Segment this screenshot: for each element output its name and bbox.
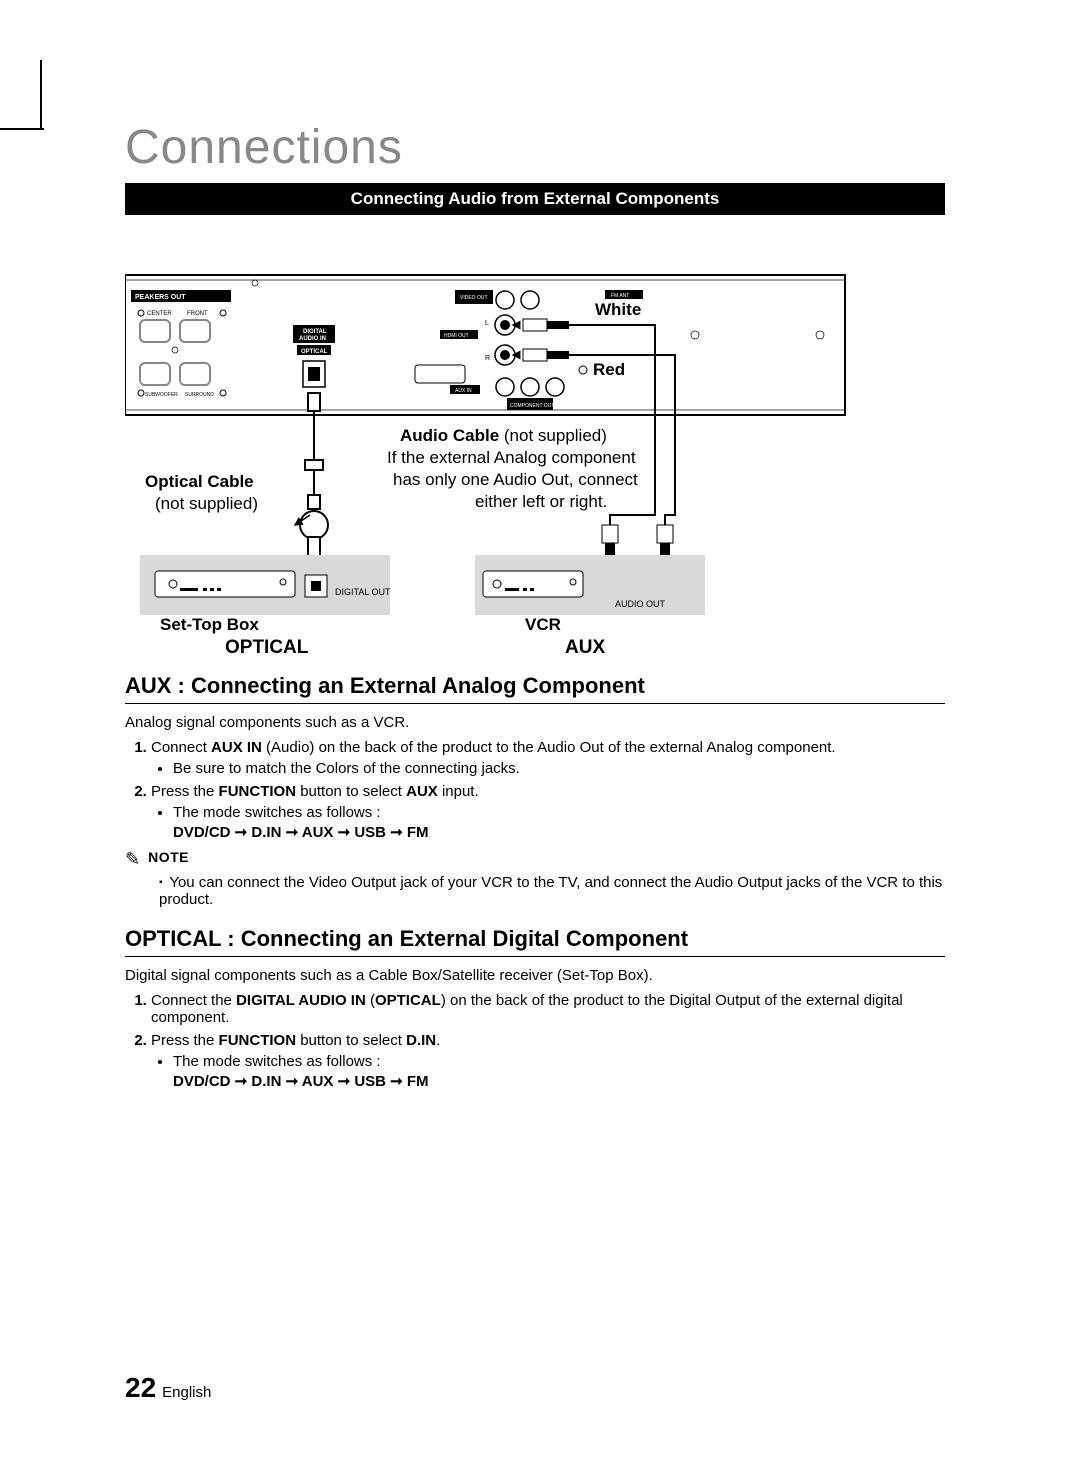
note-label: NOTE	[148, 849, 189, 865]
note-list: You can connect the Video Output jack of…	[159, 874, 945, 908]
svg-text:AUDIO OUT: AUDIO OUT	[615, 599, 666, 609]
text-bold: D.IN	[406, 1032, 436, 1049]
page-content: Connections Connecting Audio from Extern…	[125, 120, 945, 1096]
svg-text:VCR: VCR	[525, 615, 561, 634]
svg-text:Audio Cable (not supplied): Audio Cable (not supplied)	[400, 426, 607, 445]
aux-steps: Connect AUX IN (Audio) on the back of th…	[151, 739, 945, 841]
svg-text:L: L	[485, 320, 489, 327]
svg-text:VIDEO OUT: VIDEO OUT	[460, 295, 488, 301]
svg-text:AUX IN: AUX IN	[455, 388, 472, 394]
text-bold: FUNCTION	[219, 1032, 297, 1049]
aux-intro: Analog signal components such as a VCR.	[125, 714, 945, 731]
text: Connect	[151, 739, 211, 756]
text: (Audio) on the back of the product to th…	[262, 739, 836, 756]
crop-mark-horizontal	[0, 128, 44, 130]
svg-text:either left or right.: either left or right.	[475, 492, 607, 511]
svg-text:OPTICAL: OPTICAL	[301, 349, 328, 355]
note-icon: ✎	[125, 849, 140, 870]
text-bold: FUNCTION	[219, 783, 297, 800]
mode-sequence: DVD/CD ➞ D.IN ➞ AUX ➞ USB ➞ FM	[173, 823, 945, 841]
text: Connect the	[151, 992, 236, 1009]
text: Press the	[151, 1032, 219, 1049]
text: input.	[438, 783, 479, 800]
svg-text:HDMI OUT: HDMI OUT	[444, 333, 469, 339]
svg-text:SURROUND: SURROUND	[185, 392, 214, 398]
text-bold: DIGITAL AUDIO IN	[236, 992, 366, 1009]
optical-step-1: Connect the DIGITAL AUDIO IN (OPTICAL) o…	[151, 992, 945, 1026]
text: .	[436, 1032, 440, 1049]
svg-text:FRONT: FRONT	[187, 311, 208, 317]
svg-text:Set-Top Box: Set-Top Box	[160, 615, 259, 634]
rule	[125, 703, 945, 704]
svg-text:DIGITAL OUT: DIGITAL OUT	[335, 587, 391, 597]
aux-step-2: Press the FUNCTION button to select AUX …	[151, 783, 945, 841]
note-item: You can connect the Video Output jack of…	[159, 874, 945, 908]
section-banner: Connecting Audio from External Component…	[125, 183, 945, 215]
sub-list: Be sure to match the Colors of the conne…	[173, 760, 945, 777]
svg-text:(not supplied): (not supplied)	[155, 494, 258, 513]
optical-intro: Digital signal components such as a Cabl…	[125, 967, 945, 984]
bullet: The mode switches as follows :	[173, 1053, 945, 1070]
svg-text:SUBWOOFER: SUBWOOFER	[145, 392, 178, 398]
page-number: 22	[125, 1372, 156, 1403]
svg-text:If the external Analog compone: If the external Analog component	[387, 448, 636, 467]
svg-text:CENTER: CENTER	[147, 311, 172, 317]
rule	[125, 956, 945, 957]
svg-text:Optical Cable: Optical Cable	[145, 472, 254, 491]
mode-sequence: DVD/CD ➞ D.IN ➞ AUX ➞ USB ➞ FM	[173, 1072, 945, 1090]
optical-heading: OPTICAL : Connecting an External Digital…	[125, 926, 945, 952]
aux-step-1: Connect AUX IN (Audio) on the back of th…	[151, 739, 945, 777]
text: Press the	[151, 783, 219, 800]
sub-list: The mode switches as follows :	[173, 1053, 945, 1070]
optical-steps: Connect the DIGITAL AUDIO IN (OPTICAL) o…	[151, 992, 945, 1090]
optical-step-2: Press the FUNCTION button to select D.IN…	[151, 1032, 945, 1090]
bullet: Be sure to match the Colors of the conne…	[173, 760, 945, 777]
svg-text:DIGITAL: DIGITAL	[303, 329, 327, 335]
svg-text:OPTICAL: OPTICAL	[225, 637, 309, 655]
svg-text:FM ANT: FM ANT	[611, 293, 629, 299]
connection-diagram: PEAKERS OUT CENTER FRONT SUBWOOFER SURRO…	[125, 235, 945, 655]
text-bold: AUX	[406, 783, 438, 800]
crop-mark-vertical	[40, 60, 42, 130]
svg-text:COMPONENT OUT: COMPONENT OUT	[510, 403, 554, 409]
sub-list: The mode switches as follows :	[173, 804, 945, 821]
text: button to select	[296, 1032, 406, 1049]
svg-text:White: White	[595, 300, 641, 319]
text: (	[366, 992, 375, 1009]
svg-text:PEAKERS OUT: PEAKERS OUT	[135, 294, 186, 301]
text: button to select	[296, 783, 406, 800]
svg-text:AUDIO IN: AUDIO IN	[299, 336, 326, 342]
page-title: Connections	[125, 120, 945, 175]
note-block: ✎ NOTE	[125, 849, 945, 870]
text-bold: OPTICAL	[375, 992, 441, 1009]
svg-text:Red: Red	[593, 360, 625, 379]
svg-text:R: R	[485, 355, 490, 362]
page-footer: 22 English	[125, 1372, 211, 1404]
bullet: The mode switches as follows :	[173, 804, 945, 821]
svg-text:AUX: AUX	[565, 637, 605, 655]
aux-heading: AUX : Connecting an External Analog Comp…	[125, 673, 945, 699]
text-bold: AUX IN	[211, 739, 262, 756]
page-lang: English	[162, 1384, 211, 1401]
svg-text:has only one Audio Out, connec: has only one Audio Out, connect	[393, 470, 638, 489]
